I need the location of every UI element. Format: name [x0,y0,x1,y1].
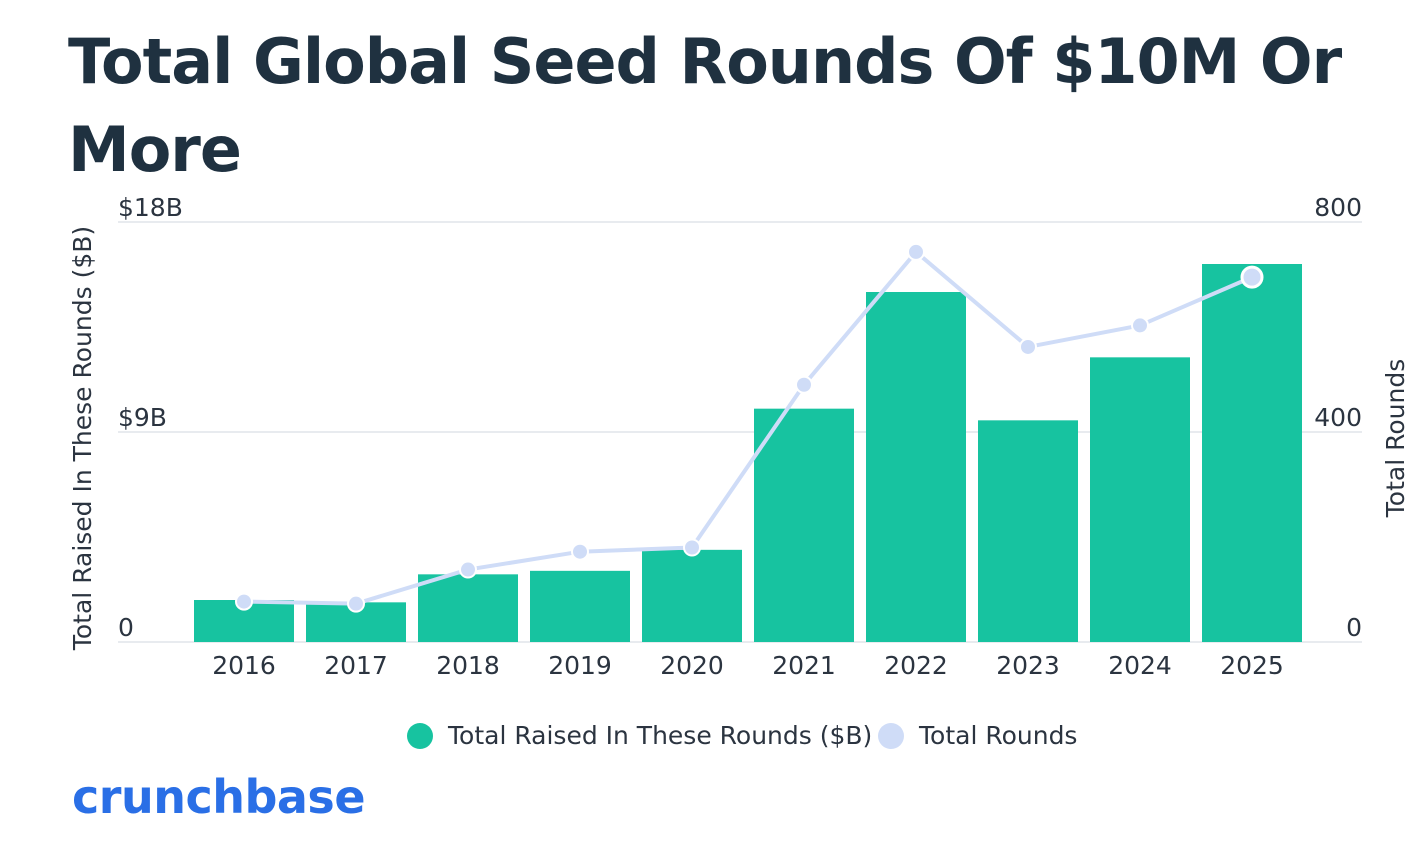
crunchbase-logo: crunchbase [72,770,366,824]
x-tick-label: 2025 [1220,651,1284,680]
x-tick-label: 2023 [996,651,1060,680]
data-point [347,594,365,613]
y-tick-label-left: $9B [118,403,167,432]
line-series [235,242,1264,613]
x-tick-label: 2018 [436,651,500,680]
bar [642,549,742,642]
y-tick-label-right: 400 [1314,403,1362,432]
axis-titles: Total Raised In These Rounds ($B) Total R… [68,226,1410,651]
chart-title: Total Global Seed Rounds Of $10M Or More [68,25,1342,186]
y-tick-label-left: $18B [118,193,183,222]
bar [530,570,630,642]
y-axis-title-right: Total Rounds [1381,359,1410,518]
x-tick-label: 2020 [660,651,724,680]
data-point [235,592,253,611]
y-tick-label-right: 800 [1314,193,1362,222]
bar-series [194,264,1302,642]
y-tick-label-right: 0 [1346,613,1362,642]
data-point [571,542,589,561]
legend-label-total-raised: Total Raised In These Rounds ($B) [447,721,872,750]
x-tick-label: 2019 [548,651,612,680]
data-point [907,242,925,261]
legend-label-total-rounds: Total Rounds [918,721,1077,750]
x-tick-label: 2024 [1108,651,1172,680]
bar [754,408,854,642]
data-point [795,375,813,394]
legend-swatch-line [878,723,904,749]
legend-swatch-bar [407,723,433,749]
x-tick-label: 2021 [772,651,836,680]
x-tick-label: 2017 [324,651,388,680]
legend: Total Raised In These Rounds ($B) Total R… [407,721,1077,750]
data-point [1019,337,1037,356]
bar [978,420,1078,642]
data-point [1131,316,1149,335]
bar [866,292,966,642]
axis-ticks: 0 $9B $18B 0 400 800 2016 2017 2018 2019 2020 2021 2… [118,193,1362,680]
data-point [459,560,477,579]
bar [418,574,518,642]
y-tick-label-left: 0 [118,613,134,642]
x-tick-label: 2016 [212,651,276,680]
data-point [683,538,701,557]
y-axis-title-left: Total Raised In These Rounds ($B) [68,226,97,651]
bar [1090,357,1190,642]
series-line-total-rounds [243,249,1253,606]
data-point-highlighted [1240,265,1264,289]
x-tick-label: 2022 [884,651,948,680]
bar [1202,264,1302,642]
